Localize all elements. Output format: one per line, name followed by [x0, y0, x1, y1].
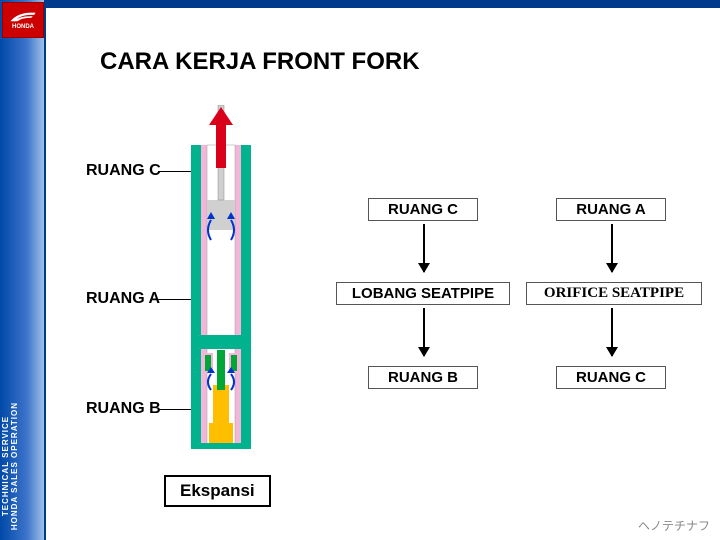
arrow-left-1 — [423, 224, 425, 272]
wing-icon — [9, 10, 37, 24]
sidebar: HONDA TECHNICAL SERVICE HONDA SALES OPER… — [0, 0, 46, 540]
label-ruang-a: RUANG A — [86, 290, 160, 308]
flow-right-mid: ORIFICE SEATPIPE — [526, 282, 702, 305]
footer-text: ヘノテチナフ — [638, 517, 710, 534]
content-area: RUANG C RUANG A RUANG B — [46, 90, 720, 540]
sidebar-label: TECHNICAL SERVICE HONDA SALES OPERATION — [2, 402, 44, 530]
flow-right-top: RUANG A — [556, 198, 666, 221]
brand-name: HONDA — [12, 24, 34, 30]
honda-logo: HONDA — [2, 2, 44, 38]
flow-left-mid: LOBANG SEATPIPE — [336, 282, 510, 305]
flow-right-bot: RUANG C — [556, 366, 666, 389]
arrow-right-2 — [611, 308, 613, 356]
page-title: CARA KERJA FRONT FORK — [100, 48, 420, 76]
diagram-caption: Ekspansi — [164, 475, 271, 507]
arrow-left-2 — [423, 308, 425, 356]
top-border — [46, 0, 720, 40]
fork-diagram — [181, 105, 261, 475]
arrow-right-1 — [611, 224, 613, 272]
label-ruang-b: RUANG B — [86, 400, 161, 418]
label-ruang-c: RUANG C — [86, 162, 161, 180]
flow-left-bot: RUANG B — [368, 366, 478, 389]
flow-left-top: RUANG C — [368, 198, 478, 221]
